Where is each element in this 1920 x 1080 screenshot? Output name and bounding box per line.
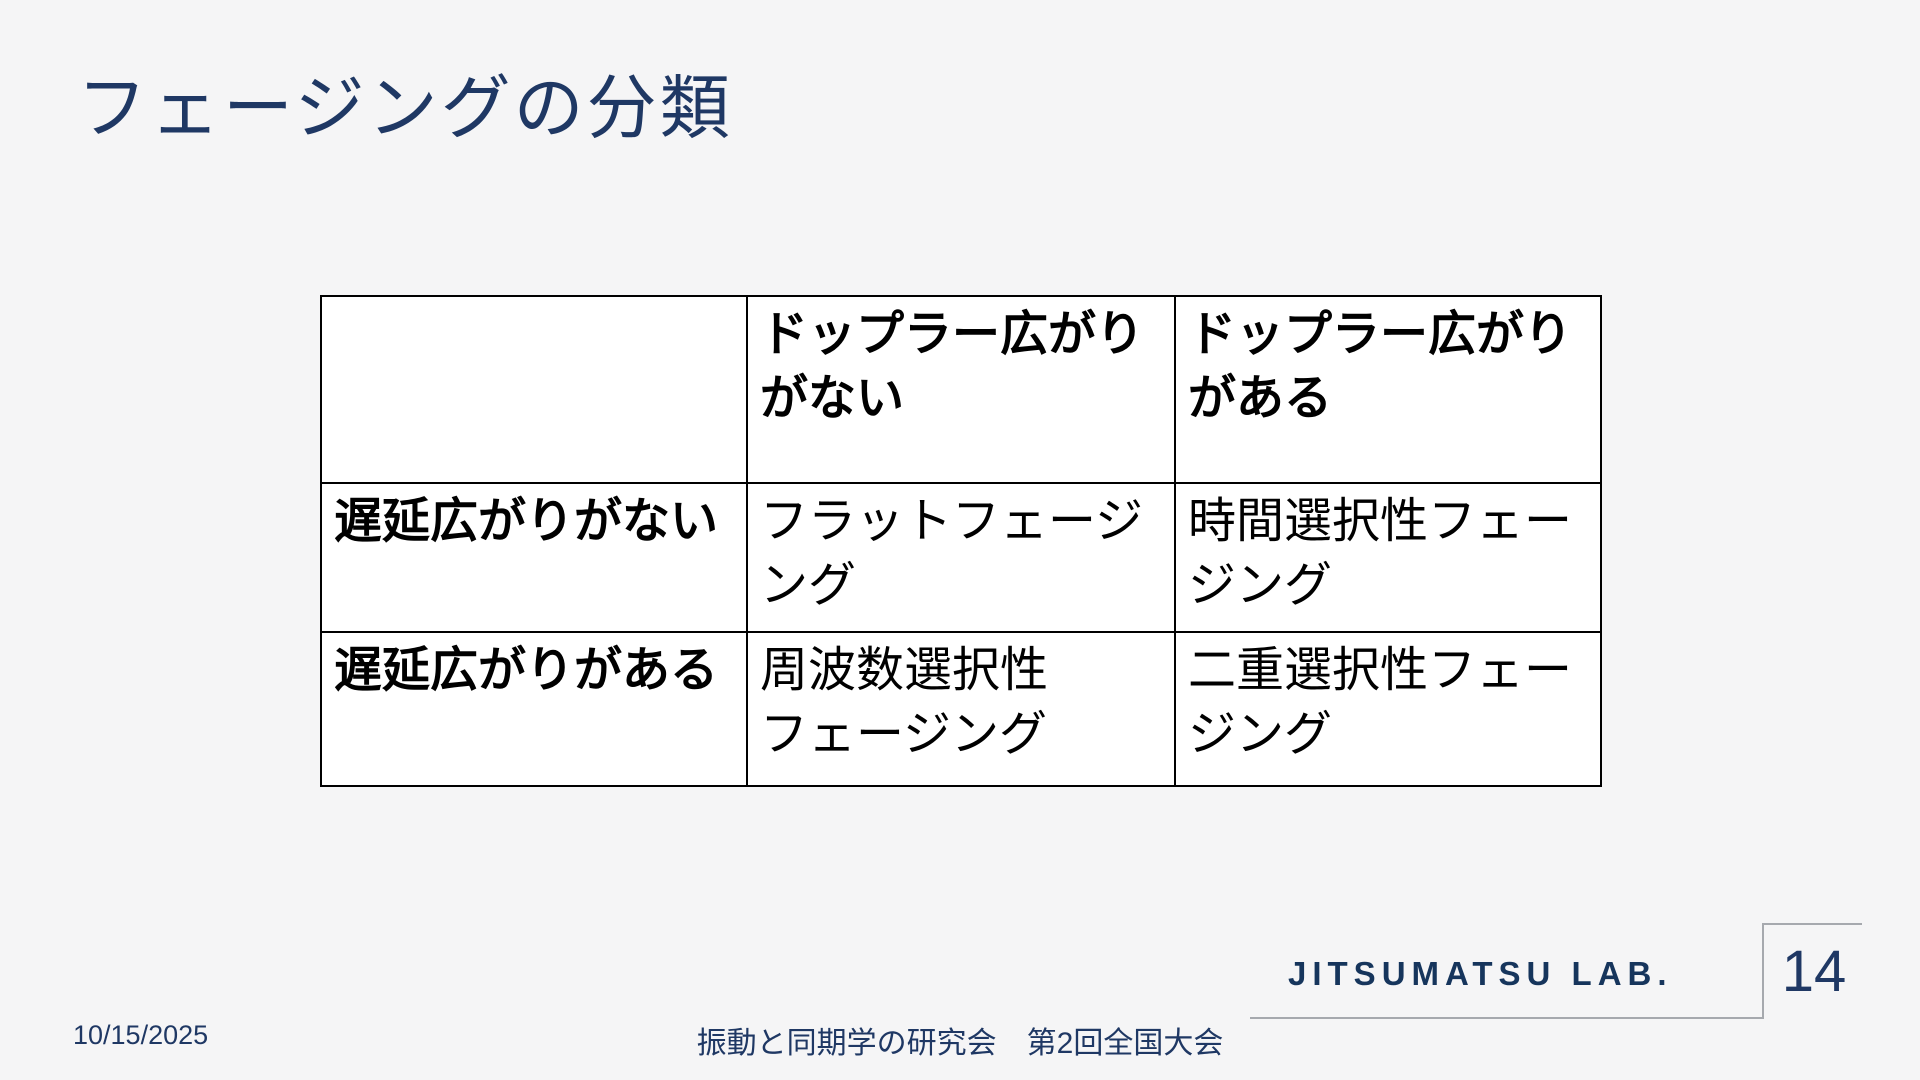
table-row-header-has-delay-spread: 遅延広がりがある [320,631,748,787]
table-row-header-no-delay-spread: 遅延広がりがない [320,482,748,633]
page-number-frame-vertical-line [1762,923,1764,1019]
table-col-header-no-doppler-spread: ドップラー広がり がない [746,295,1176,484]
table-corner-cell [320,295,748,484]
jitsumatsu-lab-logo: JITSUMATSU LAB. [1288,955,1673,992]
table-cell-frequency-selective-fading: 周波数選択性 フェージング [746,631,1176,787]
fading-classification-table: ドップラー広がり がない ドップラー広がり がある 遅延広がりがない フラットフ… [320,295,1602,787]
table-cell-doubly-selective-fading: 二重選択性フェー ジング [1174,631,1602,787]
table-row-has-delay-spread: 遅延広がりがある 周波数選択性 フェージング 二重選択性フェー ジング [320,631,1602,787]
page-number-frame-bottom-line [1250,1017,1763,1019]
page-number: 14 [1781,939,1847,1004]
table-cell-time-selective-fading: 時間選択性フェー ジング [1174,482,1602,633]
footer-date: 10/15/2025 [73,1020,209,1050]
table-row-no-delay-spread: 遅延広がりがない フラットフェージ ング 時間選択性フェー ジング [320,482,1602,633]
table-col-header-has-doppler-spread: ドップラー広がり がある [1174,295,1602,484]
page-number-frame-top-line [1762,923,1862,925]
slide-title: フェージングの分類 [77,69,733,147]
footer-event-name: 振動と同期学の研究会 第2回全国大会 [696,1027,1224,1060]
table-cell-flat-fading: フラットフェージ ング [746,482,1176,633]
table-header-row: ドップラー広がり がない ドップラー広がり がある [320,295,1602,484]
